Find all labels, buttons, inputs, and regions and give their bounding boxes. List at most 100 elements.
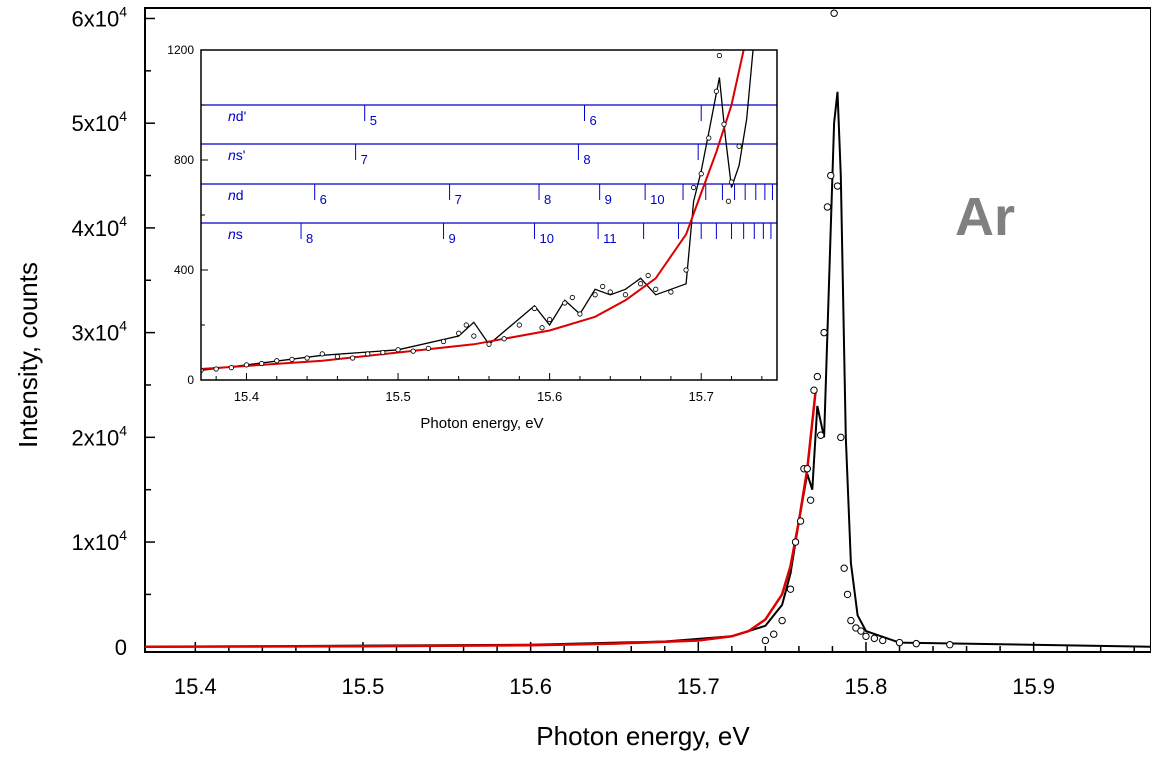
rydberg-label: nd: [228, 187, 244, 203]
main-data-point: [816, 431, 825, 439]
main-data-point: [761, 636, 770, 645]
inset-data-point: [486, 341, 492, 347]
inset-data-point: [463, 322, 469, 328]
rydberg-label-rest: s: [236, 226, 243, 242]
main-data-point: [796, 517, 805, 525]
main-y-tick-label: 3x104: [71, 318, 127, 346]
main-y-tick-labels: 0 1x104 2x104 3x104 4x104 5x104 6x104: [71, 3, 127, 659]
rydberg-label-italic: n: [228, 147, 236, 163]
rydberg-tick-label: 6: [589, 113, 596, 128]
main-data-point: [791, 538, 800, 546]
inset-data-point: [592, 292, 598, 298]
rydberg-label-italic: n: [228, 187, 236, 203]
inset-y-tick-labels: 0 400 800 1200: [167, 43, 194, 387]
rydberg-tick-label: 9: [605, 192, 612, 207]
main-data-point: [810, 386, 818, 394]
inset-data-point: [516, 322, 522, 328]
rydberg-label-rest: d': [236, 108, 246, 124]
inset-data-point: [243, 362, 250, 368]
main-data-point: [806, 496, 815, 504]
inset-data-point: [691, 184, 697, 191]
inset-data-point: [725, 198, 732, 204]
inset-y-tick-label: 800: [174, 153, 194, 167]
inset-data-point: [228, 365, 234, 371]
inset-x-tick-labels: 15.4 15.5 15.6 15.7: [234, 389, 714, 404]
inset-x-tick-label: 15.5: [385, 389, 410, 404]
inset-data-point: [319, 351, 325, 357]
rydberg-row: ns' 7 8: [201, 143, 777, 167]
inset-data-point: [547, 316, 553, 323]
main-y-tick-label: 5x104: [71, 108, 127, 136]
inset-data-point: [562, 300, 568, 306]
main-data-point: [857, 627, 865, 635]
rydberg-row: nd 6 7 8 9 10: [201, 183, 777, 207]
main-x-tick-labels: 15.4 15.5 15.6 15.7 15.8 15.9: [174, 674, 1055, 699]
rydberg-tick-label: 7: [455, 192, 462, 207]
inset-data-point: [395, 347, 401, 353]
main-data-point: [870, 634, 879, 643]
rydberg-tick-label: 6: [320, 192, 327, 207]
inset-data-point: [456, 330, 462, 336]
inset-data-point: [698, 171, 704, 177]
main-data-point: [895, 638, 904, 647]
rydberg-row: ns 8 9 10 11: [201, 222, 777, 246]
rydberg-tick-label: 5: [370, 113, 377, 128]
inset-data-point: [736, 143, 742, 149]
inset-data-point: [365, 351, 371, 357]
main-data-point: [840, 564, 848, 572]
inset-plot-background: [201, 50, 777, 380]
inset-data-point: [274, 358, 280, 364]
main-data-point: [843, 590, 852, 599]
inset-data-point: [425, 345, 431, 351]
inset-x-tick-label: 15.7: [689, 389, 714, 404]
inset-data-point: [706, 135, 712, 141]
inset-data-point: [569, 294, 575, 301]
inset-data-point: [577, 311, 583, 317]
inset-y-tick-label: 400: [174, 263, 194, 277]
rydberg-tick-label: 10: [650, 192, 664, 207]
inset-axis-ticks: [201, 49, 763, 381]
main-x-tick-label: 15.9: [1012, 674, 1055, 699]
main-y-tick-exponent: 4: [119, 422, 127, 438]
inset-data-point: [539, 325, 545, 331]
rydberg-tick-label: 7: [361, 152, 368, 167]
main-data-point: [786, 585, 795, 593]
main-data-point: [803, 465, 811, 473]
inset-data-series: [201, 50, 754, 373]
rydberg-label: ns': [228, 147, 245, 163]
inset-data-point: [531, 305, 538, 312]
main-data-point: [820, 328, 828, 337]
inset-data-point: [728, 179, 735, 185]
inset-data-point: [304, 355, 310, 361]
inset-data-point: [721, 121, 727, 127]
inset-series-group: [201, 50, 754, 373]
inset-data-point: [645, 272, 651, 279]
main-series-group: [145, 9, 1151, 649]
inset-data-point: [683, 267, 689, 273]
main-y-axis-label: Intensity, counts: [13, 262, 43, 448]
rydberg-tick-label: 8: [583, 152, 590, 167]
inset-data-point: [334, 354, 341, 360]
rydberg-row: nd' 5 6: [201, 104, 777, 128]
inset-data-point: [213, 366, 219, 372]
main-data-point: [879, 636, 887, 645]
rydberg-label: ns: [228, 226, 243, 242]
main-data-point: [837, 433, 845, 442]
rydberg-tick-label: 9: [449, 231, 456, 246]
main-data-series: [145, 9, 1151, 649]
main-data-point: [778, 616, 786, 625]
main-data-point: [813, 372, 822, 381]
element-annotation: Ar: [955, 187, 1015, 247]
main-y-tick-exponent: 4: [119, 3, 127, 19]
main-y-tick-label: 4x104: [71, 213, 127, 241]
main-data-point: [770, 630, 778, 638]
main-x-axis-label: Photon energy, eV: [536, 721, 750, 751]
inset-data-point: [713, 88, 719, 94]
inset-x-tick-label: 15.6: [537, 389, 562, 404]
rydberg-tick-label: 8: [306, 231, 313, 246]
inset-data-point: [410, 348, 416, 354]
inset-data-point: [716, 52, 723, 59]
inset-data-point: [607, 289, 613, 295]
